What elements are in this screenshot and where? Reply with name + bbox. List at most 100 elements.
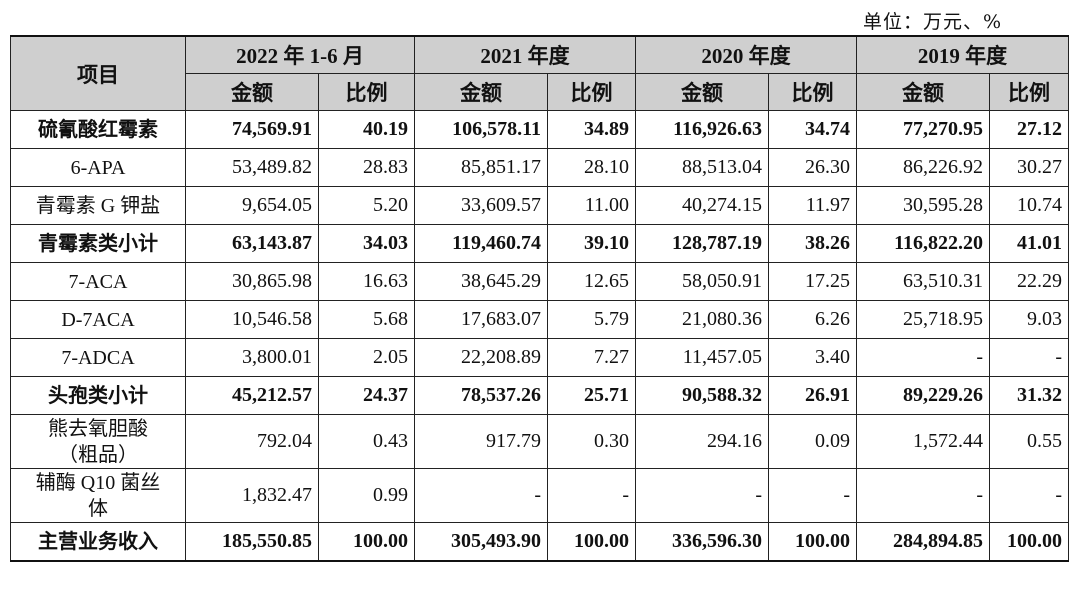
header-amount: 金额 <box>414 73 548 111</box>
header-item: 项目 <box>10 35 186 111</box>
table-row: 青霉素 G 钾盐 9,654.05 5.20 33,609.57 11.00 40,274… <box>10 186 1069 225</box>
amount-cell: 45,212.57 <box>185 376 319 415</box>
amount-cell: 25,718.95 <box>856 300 990 339</box>
amount-cell: 77,270.95 <box>856 110 990 149</box>
ratio-cell: - <box>989 338 1069 377</box>
row-label: 熊去氧胆酸 （粗品） <box>10 414 186 469</box>
amount-cell: 53,489.82 <box>185 148 319 187</box>
amount-cell: 33,609.57 <box>414 186 548 225</box>
amount-cell: 284,894.85 <box>856 522 990 562</box>
table-row: 辅酶 Q10 菌丝 体 1,832.47 0.99- - - - - - <box>10 468 1069 523</box>
amount-cell: 336,596.30 <box>635 522 769 562</box>
row-label: 青霉素 G 钾盐 <box>10 186 186 225</box>
table-body: 硫氰酸红霉素 74,569.91 40.19 106,578.11 34.89 116,9… <box>10 110 1069 562</box>
ratio-cell: 16.63 <box>318 262 415 301</box>
ratio-cell: 30.27 <box>989 148 1069 187</box>
amount-cell: 86,226.92 <box>856 148 990 187</box>
amount-cell: 106,578.11 <box>414 110 548 149</box>
header-period: 2022 年 1-6 月 <box>185 35 415 74</box>
header-period: 2021 年度 <box>414 35 636 74</box>
ratio-cell: 0.09 <box>768 414 857 469</box>
ratio-cell: 41.01 <box>989 224 1069 263</box>
row-label-text: 青霉素 G 钾盐 <box>35 194 161 217</box>
amount-cell: 22,208.89 <box>414 338 548 377</box>
amount-cell: 116,822.20 <box>856 224 990 263</box>
ratio-cell: 24.37 <box>318 376 415 415</box>
ratio-cell: 27.12 <box>989 110 1069 149</box>
row-label: 硫氰酸红霉素 <box>10 110 186 149</box>
row-label-text: 熊去氧胆酸 （粗品） <box>48 417 148 466</box>
ratio-cell: 3.40 <box>768 338 857 377</box>
ratio-cell: 40.19 <box>318 110 415 149</box>
ratio-cell: - <box>547 468 636 523</box>
ratio-cell: 5.20 <box>318 186 415 225</box>
amount-cell: 88,513.04 <box>635 148 769 187</box>
ratio-cell: 34.74 <box>768 110 857 149</box>
amount-cell: 11,457.05 <box>635 338 769 377</box>
ratio-cell: 38.26 <box>768 224 857 263</box>
ratio-cell: 22.29 <box>989 262 1069 301</box>
ratio-cell: 0.30 <box>547 414 636 469</box>
amount-cell: 10,546.58 <box>185 300 319 339</box>
ratio-cell: 100.00 <box>989 522 1069 562</box>
amount-cell: 128,787.19 <box>635 224 769 263</box>
header-period: 2020 年度 <box>635 35 857 74</box>
ratio-cell: - <box>989 468 1069 523</box>
table-row: 7-ACA 30,865.98 16.63 38,645.29 12.65 58,050.… <box>10 262 1069 301</box>
ratio-cell: 100.00 <box>768 522 857 562</box>
ratio-cell: 7.27 <box>547 338 636 377</box>
ratio-cell: 0.43 <box>318 414 415 469</box>
header-ratio: 比例 <box>989 73 1069 111</box>
amount-cell: 3,800.01 <box>185 338 319 377</box>
amount-cell: 294.16 <box>635 414 769 469</box>
ratio-cell: 100.00 <box>318 522 415 562</box>
ratio-cell: 34.89 <box>547 110 636 149</box>
ratio-cell: 6.26 <box>768 300 857 339</box>
amount-cell: 917.79 <box>414 414 548 469</box>
table-row: D-7ACA 10,546.58 5.68 17,683.07 5.79 21,080.3… <box>10 300 1069 339</box>
amount-cell: 119,460.74 <box>414 224 548 263</box>
header-ratio: 比例 <box>547 73 636 111</box>
table-row: 6-APA 53,489.82 28.83 85,851.17 28.10 88,513.… <box>10 148 1069 187</box>
header-period: 2019 年度 <box>856 35 1069 74</box>
ratio-cell: 11.00 <box>547 186 636 225</box>
amount-cell: - <box>856 468 990 523</box>
amount-cell: 89,229.26 <box>856 376 990 415</box>
amount-cell: 305,493.90 <box>414 522 548 562</box>
header-ratio: 比例 <box>768 73 857 111</box>
row-label-text: 7-ADCA <box>61 346 135 369</box>
row-label-text: 6-APA <box>70 156 126 179</box>
ratio-cell: 31.32 <box>989 376 1069 415</box>
amount-cell: - <box>856 338 990 377</box>
table-row: 青霉素类小计 63,143.87 34.03 119,460.74 39.10 128,7… <box>10 224 1069 263</box>
table-row: 头孢类小计 45,212.57 24.37 78,537.26 25.71 90,588.… <box>10 376 1069 415</box>
amount-cell: 1,832.47 <box>185 468 319 523</box>
amount-cell: 63,143.87 <box>185 224 319 263</box>
ratio-cell: 28.83 <box>318 148 415 187</box>
amount-cell: 1,572.44 <box>856 414 990 469</box>
amount-cell: 9,654.05 <box>185 186 319 225</box>
amount-cell: 90,588.32 <box>635 376 769 415</box>
ratio-cell: 0.99 <box>318 468 415 523</box>
amount-cell: 185,550.85 <box>185 522 319 562</box>
ratio-cell: 11.97 <box>768 186 857 225</box>
row-label: 7-ACA <box>10 262 186 301</box>
row-label-text: 硫氰酸红霉素 <box>38 118 158 141</box>
amount-cell: 63,510.31 <box>856 262 990 301</box>
ratio-cell: 26.30 <box>768 148 857 187</box>
ratio-cell: 100.00 <box>547 522 636 562</box>
amount-cell: - <box>635 468 769 523</box>
amount-cell: 21,080.36 <box>635 300 769 339</box>
row-label-text: 头孢类小计 <box>48 384 148 407</box>
amount-cell: 40,274.15 <box>635 186 769 225</box>
amount-cell: 85,851.17 <box>414 148 548 187</box>
amount-cell: 792.04 <box>185 414 319 469</box>
header-ratio: 比例 <box>318 73 415 111</box>
table-row: 熊去氧胆酸 （粗品） 792.04 0.43 917.79 0.30 294.16 0.09… <box>10 414 1069 469</box>
unit-label: 单位：万元、% <box>862 11 1002 33</box>
ratio-cell: 34.03 <box>318 224 415 263</box>
amount-cell: 116,926.63 <box>635 110 769 149</box>
header-amount: 金额 <box>635 73 769 111</box>
table-row: 主营业务收入 185,550.85 100.00 305,493.90 100.00 33… <box>10 522 1069 562</box>
amount-cell: 38,645.29 <box>414 262 548 301</box>
